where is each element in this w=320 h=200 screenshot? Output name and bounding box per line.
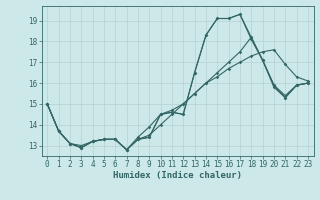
X-axis label: Humidex (Indice chaleur): Humidex (Indice chaleur)	[113, 171, 242, 180]
